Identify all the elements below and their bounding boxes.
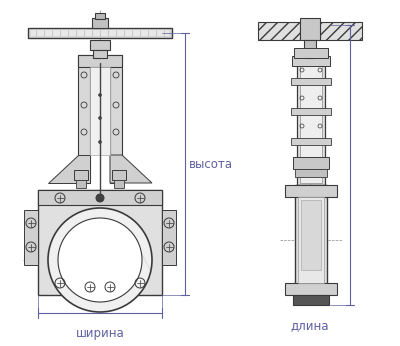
Bar xyxy=(301,200,321,270)
Bar xyxy=(306,52,314,58)
Circle shape xyxy=(98,140,102,144)
Bar xyxy=(320,22,362,40)
Circle shape xyxy=(98,93,102,97)
Bar xyxy=(295,185,327,295)
Circle shape xyxy=(96,194,104,202)
Bar xyxy=(297,58,325,185)
Circle shape xyxy=(98,117,102,119)
Bar xyxy=(78,55,90,183)
Bar xyxy=(28,28,172,38)
Bar xyxy=(258,22,300,40)
Bar xyxy=(112,170,126,180)
Bar xyxy=(76,180,86,188)
Bar xyxy=(31,30,169,36)
Bar xyxy=(285,185,337,197)
Bar xyxy=(293,157,329,169)
Circle shape xyxy=(58,218,142,302)
Text: ширина: ширина xyxy=(76,327,124,340)
Bar xyxy=(95,13,105,19)
Bar xyxy=(38,190,162,295)
Circle shape xyxy=(48,208,152,312)
Bar xyxy=(78,55,122,67)
Text: высота: высота xyxy=(189,157,233,171)
Bar xyxy=(110,55,122,183)
Bar xyxy=(304,40,316,52)
Bar xyxy=(24,210,38,265)
Bar xyxy=(38,190,162,205)
Bar xyxy=(292,56,330,66)
Bar xyxy=(291,108,331,115)
Bar xyxy=(298,197,324,283)
Bar xyxy=(300,60,322,183)
Bar xyxy=(162,210,176,265)
Bar xyxy=(291,138,331,145)
Bar xyxy=(93,50,107,58)
Bar xyxy=(291,78,331,85)
Polygon shape xyxy=(48,155,90,183)
Bar xyxy=(293,295,329,305)
Polygon shape xyxy=(110,155,152,183)
Text: длина: длина xyxy=(291,319,329,332)
Bar xyxy=(92,18,108,28)
Bar xyxy=(74,170,88,180)
Bar xyxy=(114,180,124,188)
Bar xyxy=(285,283,337,295)
Bar xyxy=(294,48,328,58)
Bar xyxy=(90,40,110,50)
Bar xyxy=(90,67,110,155)
Bar xyxy=(300,18,320,40)
Bar xyxy=(295,169,327,177)
